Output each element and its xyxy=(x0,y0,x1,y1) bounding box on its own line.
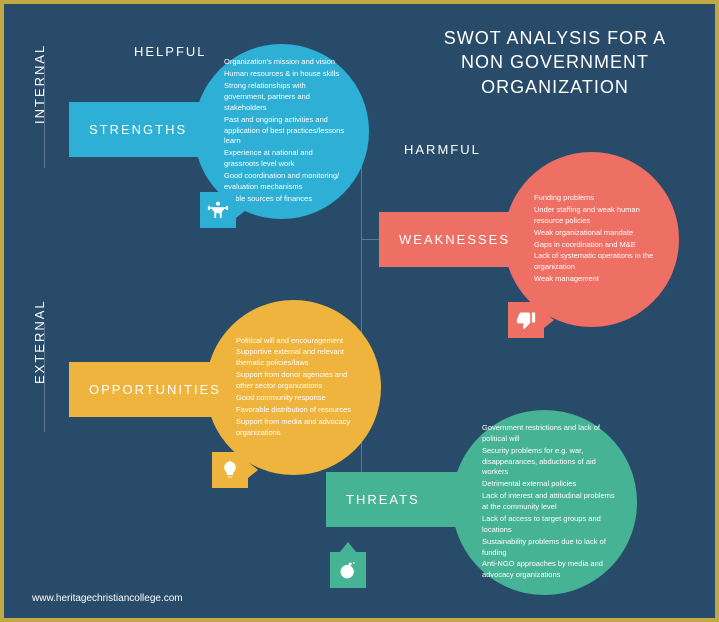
weaknesses-circle: Funding problemsUnder staffing and weak … xyxy=(504,152,679,327)
threats-label: THREATS xyxy=(326,472,476,527)
footer-url: www.heritagechristiancollege.com xyxy=(32,593,183,604)
list-item: Human resources & in house skills xyxy=(224,69,349,80)
axis-line-external xyxy=(44,324,45,432)
list-item: Gaps in coordination and M&E xyxy=(534,240,659,251)
thumbs-down-icon xyxy=(508,302,544,338)
list-item: Anti-NGO approaches by media and advocac… xyxy=(482,559,617,581)
axis-harmful: HARMFUL xyxy=(404,142,481,157)
axis-helpful: HELPFUL xyxy=(134,44,207,59)
list-item: Lack of access to target groups and loca… xyxy=(482,514,617,536)
icon-pointer xyxy=(236,202,246,218)
list-item: Lack of interest and attitudinal problem… xyxy=(482,491,617,513)
opportunities-items: Political will and encouragementSupporti… xyxy=(236,336,361,440)
weightlifter-icon xyxy=(200,192,236,228)
opportunities-label: OPPORTUNITIES xyxy=(69,362,231,417)
icon-pointer xyxy=(248,462,258,478)
list-item: Support from media and advocacy organiza… xyxy=(236,417,361,439)
list-item: Under staffing and weak human resource p… xyxy=(534,205,659,227)
list-item: Funding problems xyxy=(534,193,659,204)
page-title: SWOT ANALYSIS FOR A NON GOVERNMENT ORGAN… xyxy=(425,26,685,99)
grid-line xyxy=(361,129,362,499)
axis-line-internal xyxy=(44,60,45,168)
weaknesses-items: Funding problemsUnder staffing and weak … xyxy=(534,193,659,286)
strengths-label: STRENGTHS xyxy=(69,102,219,157)
lightbulb-icon xyxy=(212,452,248,488)
list-item: Lack of systematic operations in the org… xyxy=(534,251,659,273)
list-item: Good community response xyxy=(236,393,361,404)
list-item: Strong relationships with government, pa… xyxy=(224,81,349,114)
list-item: Experience at national and grassroots le… xyxy=(224,148,349,170)
icon-pointer xyxy=(340,542,356,552)
list-item: Political will and encouragement xyxy=(236,336,361,347)
list-item: Government restrictions and lack of poli… xyxy=(482,423,617,445)
list-item: Organization's mission and vision xyxy=(224,57,349,68)
icon-pointer xyxy=(544,312,554,328)
list-item: Good coordination and monitoring/ evalua… xyxy=(224,171,349,193)
list-item: Favorable distribution of resources xyxy=(236,405,361,416)
bomb-icon xyxy=(330,552,366,588)
weaknesses-label: WEAKNESSES xyxy=(379,212,529,267)
list-item: Past and ongoing activities and applicat… xyxy=(224,115,349,148)
threats-items: Government restrictions and lack of poli… xyxy=(482,423,617,582)
list-item: Weak organizational mandate xyxy=(534,228,659,239)
list-item: Detrimental external policies xyxy=(482,479,617,490)
threats-circle: Government restrictions and lack of poli… xyxy=(452,410,637,595)
list-item: Support from donor agencies and other se… xyxy=(236,370,361,392)
opportunities-circle: Political will and encouragementSupporti… xyxy=(206,300,381,475)
list-item: Weak management xyxy=(534,274,659,285)
list-item: Supportive external and relevant themati… xyxy=(236,347,361,369)
list-item: Security problems for e.g. war, disappea… xyxy=(482,446,617,479)
strengths-items: Organization's mission and visionHuman r… xyxy=(224,57,349,205)
list-item: Sustainability problems due to lack of f… xyxy=(482,537,617,559)
grid-line xyxy=(361,239,381,240)
